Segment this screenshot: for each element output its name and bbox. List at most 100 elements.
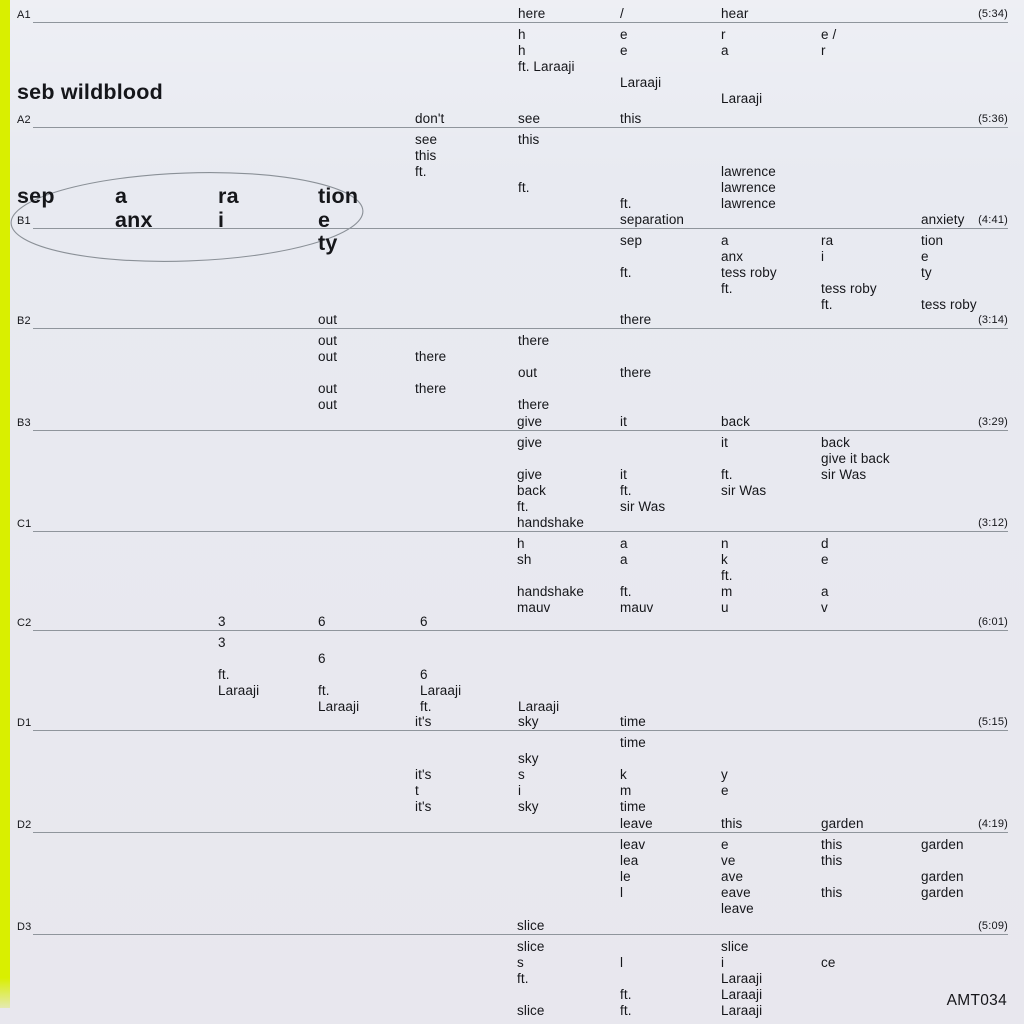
lyric-fragment: ave [721,869,744,884]
lyric-fragment: ft. [721,467,733,482]
lyric-fragment: l [620,955,624,970]
track-divider-line [33,531,1008,532]
lyric-fragment: s [518,767,525,782]
track-title-word: handshake [517,515,584,530]
track-divider-line [33,328,1008,329]
lyric-fragment: n [721,536,729,551]
lyric-fragment: anx [721,249,744,264]
lyric-fragment: ft. [517,499,529,514]
track-title-word: 6 [420,614,428,629]
lyric-fragment: ft. [620,483,632,498]
lyric-fragment: s [517,955,524,970]
lyric-fragment: e [620,27,628,42]
track-duration: (6:01) [978,616,1008,628]
track-title-word: here [518,6,546,21]
lyric-fragment: ft. [420,699,432,714]
lyric-fragment: k [721,552,728,567]
album-title-fragment: e [318,208,331,232]
lyric-fragment: ty [921,265,932,280]
lyric-fragment: h [517,536,525,551]
lyric-fragment: e [821,552,829,567]
lyric-fragment: ft. [821,297,833,312]
track-duration: (5:15) [978,716,1008,728]
track-label: D3 [17,921,32,933]
lyric-fragment: y [721,767,728,782]
lyric-fragment: ft. Laraaji [518,59,575,74]
lyric-fragment: sir Was [721,483,767,498]
lyric-fragment: this [518,132,540,147]
lyric-fragment: handshake [517,584,584,599]
track-title-word: out [318,312,338,327]
lyric-fragment: there [415,381,447,396]
lyric-fragment: slice [517,939,545,954]
track-label: C2 [17,617,32,629]
lyric-fragment: e [620,43,628,58]
track-title-word: 6 [318,614,326,629]
lyric-fragment: there [518,333,550,348]
album-title-fragment: anx [115,208,153,232]
lyric-fragment: a [721,43,729,58]
lyric-fragment: there [620,365,652,380]
lyric-fragment: mauv [620,600,654,615]
track-title-word: this [721,816,743,831]
lyric-fragment: eave [721,885,751,900]
track-duration: (4:19) [978,818,1008,830]
track-divider-line [33,630,1008,631]
lyric-fragment: this [415,148,437,163]
lyric-fragment: i [721,955,725,970]
track-label: A1 [17,9,31,21]
lyric-fragment: e / [821,27,837,42]
lyric-fragment: give [517,435,543,450]
track-divider-line [33,127,1008,128]
lyric-fragment: h [518,27,526,42]
track-title-word: there [620,312,652,327]
track-title-word: give [517,414,543,429]
lyric-fragment: lawrence [721,164,776,179]
lyric-fragment: give it back [821,451,890,466]
lyric-fragment: Laraaji [721,971,763,986]
track-duration: (5:36) [978,113,1008,125]
track-title-word: this [620,111,642,126]
spine-accent-bar [0,0,10,1008]
lyric-fragment: m [721,584,733,599]
lyric-fragment: sh [517,552,532,567]
lyric-fragment: see [415,132,438,147]
lyric-fragment: this [821,837,843,852]
track-title-word: sky [518,714,539,729]
track-duration: (4:41) [978,214,1008,226]
lyric-fragment: r [821,43,826,58]
lyric-fragment: a [620,552,628,567]
lyric-fragment: k [620,767,627,782]
album-title-fragment: ty [318,231,338,255]
lyric-fragment: ft. [415,164,427,179]
lyric-fragment: ft. [620,1003,632,1018]
track-title-word: it [620,414,627,429]
lyric-fragment: sir Was [821,467,867,482]
lyric-fragment: back [821,435,850,450]
lyric-fragment: i [821,249,825,264]
lyric-fragment: sky [518,799,539,814]
lyric-fragment: it [721,435,728,450]
lyric-fragment: mauv [517,600,551,615]
artist-name: seb wildblood [17,80,163,104]
track-title-word: see [518,111,541,126]
lyric-fragment: out [318,397,338,412]
lyric-fragment: garden [921,869,964,884]
lyric-fragment: ft. [620,584,632,599]
lyric-fragment: tion [921,233,944,248]
lyric-fragment: leave [721,901,754,916]
album-title-fragment: ra [218,184,239,208]
lyric-fragment: time [620,735,646,750]
lyric-fragment: slice [517,1003,545,1018]
lyric-fragment: ft. [518,180,530,195]
lyric-fragment: out [318,349,338,364]
album-title-fragment: a [115,184,128,208]
catalog-number: AMT034 [946,992,1007,1009]
track-title-word: hear [721,6,749,21]
lyric-fragment: r [721,27,726,42]
lyric-fragment: Laraaji [518,699,560,714]
track-title-word: it's [415,714,432,729]
lyric-fragment: time [620,799,646,814]
lyric-fragment: i [518,783,522,798]
